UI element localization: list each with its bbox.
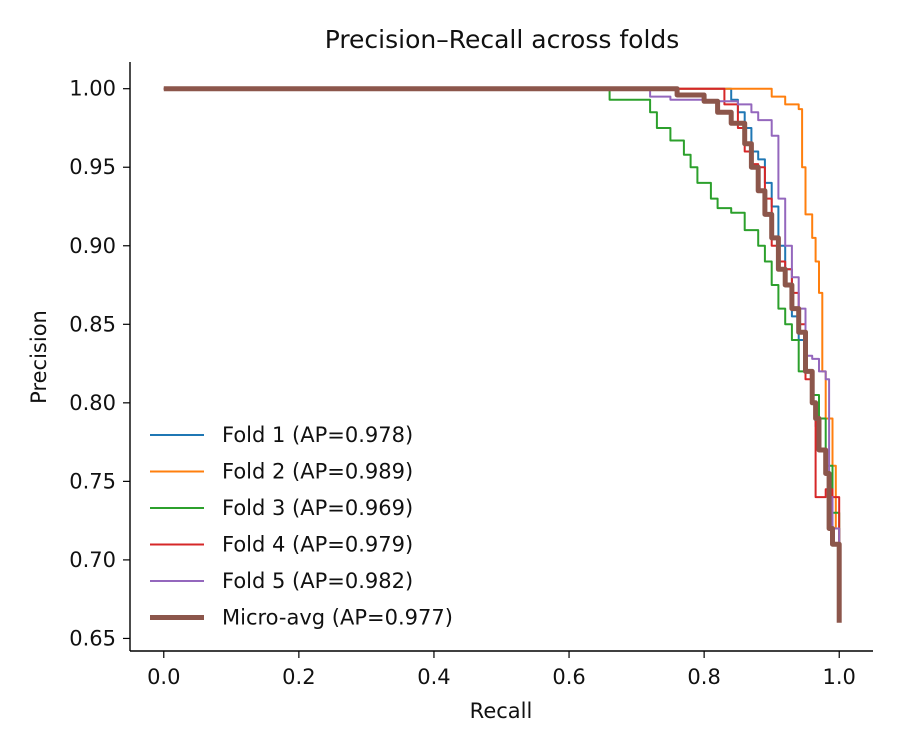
y-tick-label: 0.80	[69, 391, 116, 415]
legend-label-3: Fold 3 (AP=0.969)	[222, 496, 413, 520]
x-tick-label: 0.6	[552, 665, 585, 689]
legend-label-2: Fold 2 (AP=0.989)	[222, 460, 413, 484]
legend-label-1: Fold 1 (AP=0.978)	[222, 423, 413, 447]
y-tick-label: 0.70	[69, 548, 116, 572]
y-axis-label: Precision	[27, 310, 51, 404]
chart-title: Precision–Recall across folds	[325, 25, 680, 54]
legend-label-4: Fold 4 (AP=0.979)	[222, 533, 413, 557]
series-line-2	[163, 87, 841, 576]
legend-label-5: Fold 5 (AP=0.982)	[222, 569, 413, 593]
x-tick-label: 0.0	[147, 665, 180, 689]
y-tick-label: 0.75	[69, 469, 116, 493]
x-tick-label: 0.4	[417, 665, 450, 689]
y-tick-label: 1.00	[69, 77, 116, 101]
plot-area: 0.0 0.2 0.4 0.6 0.8 1.0 0.650.700.750.800.850…	[69, 62, 873, 689]
series-line-6	[163, 86, 842, 623]
series-line-1	[163, 87, 841, 560]
x-tick-label: 0.8	[687, 665, 720, 689]
series-line-5	[163, 87, 841, 560]
x-axis-ticks: 0.0 0.2 0.4 0.6 0.8 1.0	[147, 651, 856, 689]
y-tick-label: 0.90	[69, 234, 116, 258]
x-axis-label: Recall	[470, 699, 533, 723]
y-tick-label: 0.95	[69, 155, 116, 179]
y-tick-label: 0.65	[69, 626, 116, 650]
x-tick-label: 1.0	[823, 665, 856, 689]
series-layer	[163, 86, 842, 623]
x-tick-label: 0.2	[282, 665, 315, 689]
y-tick-label: 0.85	[69, 312, 116, 336]
legend-label-6: Micro-avg (AP=0.977)	[222, 606, 453, 630]
legend: Fold 1 (AP=0.978) Fold 2 (AP=0.989) Fold 3…	[150, 423, 453, 630]
series-line-3	[163, 87, 841, 560]
y-axis-ticks: 0.65 0.70 0.75 0.80 0.85 0.90 0.95 1.00	[69, 77, 130, 650]
